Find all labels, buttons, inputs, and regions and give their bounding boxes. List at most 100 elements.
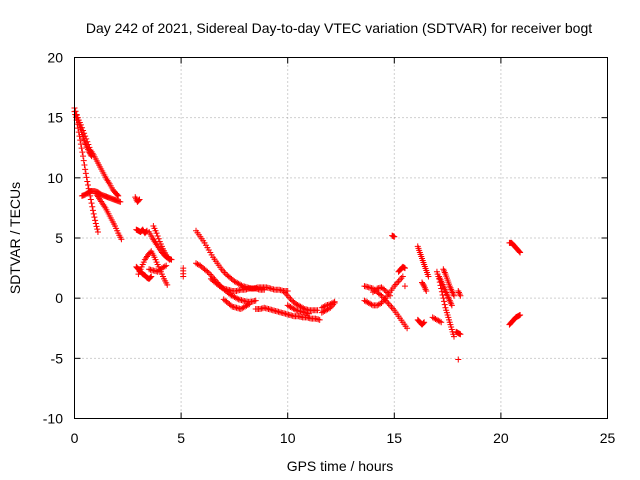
data-point — [88, 200, 95, 207]
data-point-fill — [135, 197, 142, 204]
data-point-fill — [439, 281, 446, 288]
data-point-fill — [435, 317, 442, 324]
data-point-fill — [290, 305, 297, 312]
data-point-fill — [180, 270, 187, 277]
data-point-fill — [232, 279, 239, 286]
series-arc-27 — [395, 263, 408, 275]
data-point-fill — [114, 192, 121, 199]
data-point-fill — [83, 190, 90, 197]
data-point-fill — [219, 284, 226, 291]
data-point-fill — [300, 309, 307, 316]
x-tick-label: 15 — [387, 430, 403, 446]
data-point-fill — [147, 274, 154, 281]
data-point-fill — [237, 281, 244, 288]
data-point-fill — [79, 149, 86, 156]
data-point-fill — [294, 301, 301, 308]
y-tick-label: -5 — [51, 350, 64, 366]
data-point-fill — [296, 308, 303, 315]
data-point-fill — [114, 227, 121, 234]
data-point-fill — [75, 117, 82, 124]
series-arc-12 — [146, 262, 170, 275]
series-arc-13 — [180, 265, 187, 280]
data-point-fill — [116, 198, 123, 205]
data-point-fill — [385, 300, 392, 307]
data-point-fill — [244, 301, 251, 308]
data-point-fill — [228, 292, 235, 299]
series-arc-34 — [440, 266, 457, 299]
data-point-fill — [431, 315, 438, 322]
data-point-fill — [135, 198, 142, 205]
data-point-fill — [401, 264, 408, 271]
data-point-fill — [285, 311, 292, 318]
data-point-fill — [377, 291, 384, 298]
data-point-fill — [113, 191, 120, 198]
data-point-fill — [381, 286, 388, 293]
data-point-fill — [98, 198, 105, 205]
data-point-fill — [446, 295, 453, 302]
data-point-fill — [148, 267, 155, 274]
series-arc-2 — [71, 108, 101, 235]
data-point-fill — [165, 255, 172, 262]
data-point-fill — [195, 231, 202, 238]
series-arc-3 — [73, 112, 95, 160]
data-point — [90, 210, 97, 217]
data-point-fill — [272, 308, 279, 315]
data-point-fill — [82, 170, 89, 177]
chart-title: Day 242 of 2021, Sidereal Day-to-day VTE… — [86, 20, 592, 36]
data-point-fill — [224, 272, 231, 279]
data-point-fill — [238, 282, 245, 289]
y-tick-label: 5 — [55, 230, 63, 246]
data-point-fill — [420, 320, 427, 327]
data-point-fill — [146, 275, 153, 282]
data-point-fill — [137, 266, 144, 273]
series-arc-28 — [401, 283, 408, 290]
y-tick-label: 20 — [47, 50, 63, 66]
data-point-fill — [385, 291, 392, 298]
data-point-fill — [94, 226, 101, 233]
data-point-fill — [108, 184, 115, 191]
data-point-fill — [158, 243, 165, 250]
data-point-fill — [422, 286, 429, 293]
data-point — [92, 220, 99, 227]
series-arc-5 — [92, 190, 125, 243]
data-point-fill — [402, 323, 409, 330]
data-point-fill — [243, 302, 250, 309]
data-point-fill — [234, 295, 241, 302]
data-point-fill — [375, 301, 382, 308]
series-arc-11 — [150, 222, 173, 263]
series-arc-18 — [252, 304, 323, 323]
data-point-fill — [389, 285, 396, 292]
x-tick-label: 5 — [177, 430, 185, 446]
series-arc-36 — [453, 328, 464, 338]
data-point-fill — [450, 291, 457, 298]
data-point-fill — [200, 237, 207, 244]
data-point-fill — [439, 291, 446, 298]
data-point-fill — [221, 269, 228, 276]
data-point-fill — [204, 268, 211, 275]
data-point-fill — [156, 267, 163, 274]
data-point-fill — [251, 297, 258, 304]
data-point-fill — [161, 263, 168, 270]
data-point-fill — [152, 227, 159, 234]
data-point-fill — [155, 235, 162, 242]
data-point-fill — [223, 286, 230, 293]
series-arc-30 — [419, 279, 430, 294]
data-point-fill — [92, 155, 99, 162]
data-point-fill — [99, 168, 106, 175]
data-point-fill — [87, 196, 94, 203]
data-point-fill — [422, 265, 429, 272]
data-point-fill — [456, 330, 463, 337]
data-point-fill — [105, 179, 112, 186]
data-point-fill — [287, 295, 294, 302]
data-point-fill — [96, 161, 103, 168]
data-point-fill — [222, 297, 229, 304]
data-point-fill — [208, 273, 215, 280]
data-point-fill — [228, 275, 235, 282]
data-point-fill — [377, 284, 384, 291]
data-point-fill — [441, 286, 448, 293]
y-tick-label: 15 — [47, 110, 63, 126]
data-point-fill — [281, 310, 288, 317]
data-point-fill — [217, 264, 224, 271]
data-point-fill — [420, 259, 427, 266]
data-point-fill — [448, 286, 455, 293]
